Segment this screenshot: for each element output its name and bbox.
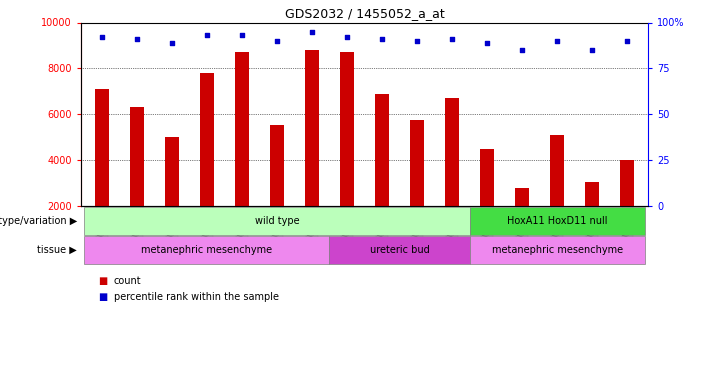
- Bar: [550, 135, 564, 206]
- Point: [271, 38, 283, 44]
- Bar: [585, 182, 599, 206]
- Text: tissue ▶: tissue ▶: [37, 245, 77, 255]
- Bar: [95, 89, 109, 206]
- Bar: [410, 120, 424, 206]
- Bar: [270, 125, 284, 206]
- Point: [236, 32, 247, 38]
- Text: HoxA11 HoxD11 null: HoxA11 HoxD11 null: [507, 216, 608, 226]
- Text: genotype/variation ▶: genotype/variation ▶: [0, 216, 77, 226]
- Point: [131, 36, 142, 42]
- Point: [201, 32, 212, 38]
- Point: [447, 36, 458, 42]
- Bar: [620, 160, 634, 206]
- Text: ■: ■: [98, 276, 107, 286]
- Text: ■: ■: [98, 292, 107, 302]
- Text: count: count: [114, 276, 141, 286]
- Bar: [375, 94, 389, 206]
- Point: [376, 36, 388, 42]
- Point: [517, 47, 528, 53]
- Point: [341, 34, 353, 40]
- Bar: [480, 149, 494, 206]
- Point: [306, 29, 318, 35]
- Bar: [340, 53, 354, 206]
- Bar: [305, 50, 319, 206]
- Bar: [235, 53, 249, 206]
- Bar: [200, 73, 214, 206]
- Title: GDS2032 / 1455052_a_at: GDS2032 / 1455052_a_at: [285, 7, 444, 20]
- Text: wild type: wild type: [254, 216, 299, 226]
- Point: [166, 40, 177, 46]
- Text: metanephric mesenchyme: metanephric mesenchyme: [141, 245, 273, 255]
- Bar: [130, 108, 144, 206]
- Text: ureteric bud: ureteric bud: [369, 245, 430, 255]
- Text: metanephric mesenchyme: metanephric mesenchyme: [491, 245, 623, 255]
- Bar: [445, 98, 459, 206]
- Point: [96, 34, 107, 40]
- Point: [552, 38, 563, 44]
- Point: [482, 40, 493, 46]
- Point: [587, 47, 598, 53]
- Point: [622, 38, 633, 44]
- Text: percentile rank within the sample: percentile rank within the sample: [114, 292, 278, 302]
- Bar: [515, 188, 529, 206]
- Bar: [165, 137, 179, 206]
- Point: [411, 38, 423, 44]
